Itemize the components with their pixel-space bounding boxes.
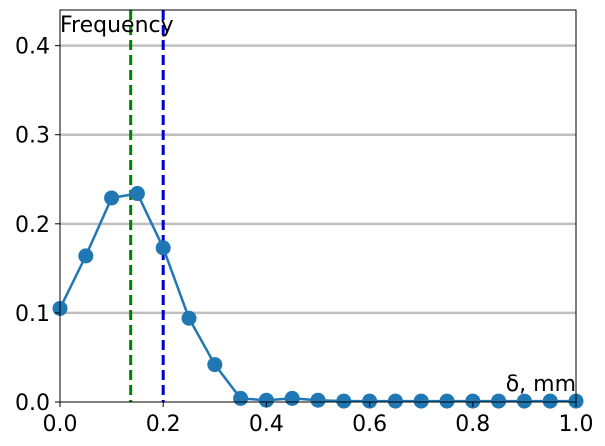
data-point-0-18	[516, 393, 532, 409]
x-tick-label-4: 0.8	[455, 412, 490, 437]
data-point-0-4	[155, 240, 171, 256]
data-point-0-15	[439, 393, 455, 409]
axis-ticks: 0.0 0.2 0.4 0.6 0.8 1.0 0.0 0.1 0.2 0.3 0.4	[15, 35, 594, 437]
grid-lines	[60, 44, 576, 315]
data-point-0-6	[207, 357, 223, 373]
x-tick-label-0: 0.0	[43, 412, 78, 437]
x-tick-label-5: 1.0	[559, 412, 594, 437]
data-point-0-14	[413, 393, 429, 409]
data-point-0-10	[310, 392, 326, 408]
data-point-0-2	[104, 190, 120, 206]
x-axis-label: δ, mm	[506, 372, 576, 397]
x-tick-label-2: 0.4	[249, 412, 284, 437]
data-point-0-16	[465, 393, 481, 409]
plot-frame	[59, 9, 577, 403]
reference-lines	[129, 10, 165, 402]
data-point-0-8	[258, 392, 274, 408]
y-tick-label-1: 0.1	[15, 302, 50, 327]
data-point-0-7	[233, 390, 249, 406]
data-point-0-19	[542, 393, 558, 409]
data-point-0-13	[387, 393, 403, 409]
data-point-0-9	[284, 390, 300, 406]
y-tick-label-0: 0.0	[15, 391, 50, 416]
data-point-0-12	[362, 393, 378, 409]
y-tick-label-3: 0.3	[15, 124, 50, 149]
data-point-0-1	[78, 248, 94, 264]
data-point-0-5	[181, 310, 197, 326]
data-point-0-11	[336, 393, 352, 409]
y-tick-label-2: 0.2	[15, 213, 50, 238]
data-point-0-3	[129, 186, 145, 202]
y-axis-label: Frequency	[60, 13, 174, 38]
x-tick-label-1: 0.2	[146, 412, 181, 437]
y-tick-label-4: 0.4	[15, 35, 50, 60]
x-tick-label-3: 0.6	[352, 412, 387, 437]
data-point-0-17	[491, 393, 507, 409]
